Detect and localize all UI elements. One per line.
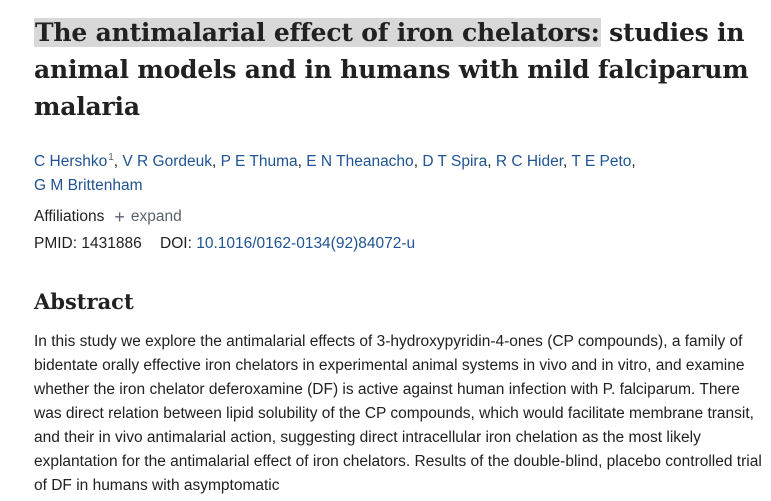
doi-link[interactable]: 10.1016/0162-0134(92)84072-u (196, 235, 416, 252)
author-link[interactable]: V R Gordeuk (122, 153, 213, 170)
article-title: The antimalarial effect of iron chelator… (34, 14, 754, 125)
author-link[interactable]: C Hershko (34, 153, 108, 170)
author-link[interactable]: E N Theanacho (306, 153, 414, 170)
author-link[interactable]: D T Spira (422, 153, 488, 170)
affiliations-label: Affiliations (34, 208, 105, 225)
plus-icon: + (114, 207, 125, 227)
affiliations-row: Affiliations + expand (34, 206, 182, 228)
abstract-heading: Abstract (34, 289, 134, 314)
pmid-value: 1431886 (81, 235, 142, 252)
pmid-label: PMID: (34, 235, 78, 252)
author-link[interactable]: G M Brittenham (34, 177, 143, 194)
author-link[interactable]: P E Thuma (220, 153, 298, 170)
expand-label: expand (130, 208, 182, 225)
author-link[interactable]: T E Peto (571, 153, 632, 170)
expand-affiliations-button[interactable]: + expand (114, 206, 181, 228)
title-rest: studies in animal models and in humans w… (34, 18, 749, 121)
doi-label: DOI: (160, 235, 192, 252)
identifiers-row: PMID: 1431886 DOI: 10.1016/0162-0134(92)… (34, 233, 415, 255)
abstract-text: In this study we explore the antimalaria… (34, 333, 762, 494)
title-highlight: The antimalarial effect of iron chelator… (34, 18, 601, 47)
author-link[interactable]: R C Hider (495, 153, 564, 170)
authors-list: C Hershko1, V R Gordeuk, P E Thuma, E N … (34, 152, 636, 194)
affiliation-ref[interactable]: 1 (108, 152, 114, 163)
